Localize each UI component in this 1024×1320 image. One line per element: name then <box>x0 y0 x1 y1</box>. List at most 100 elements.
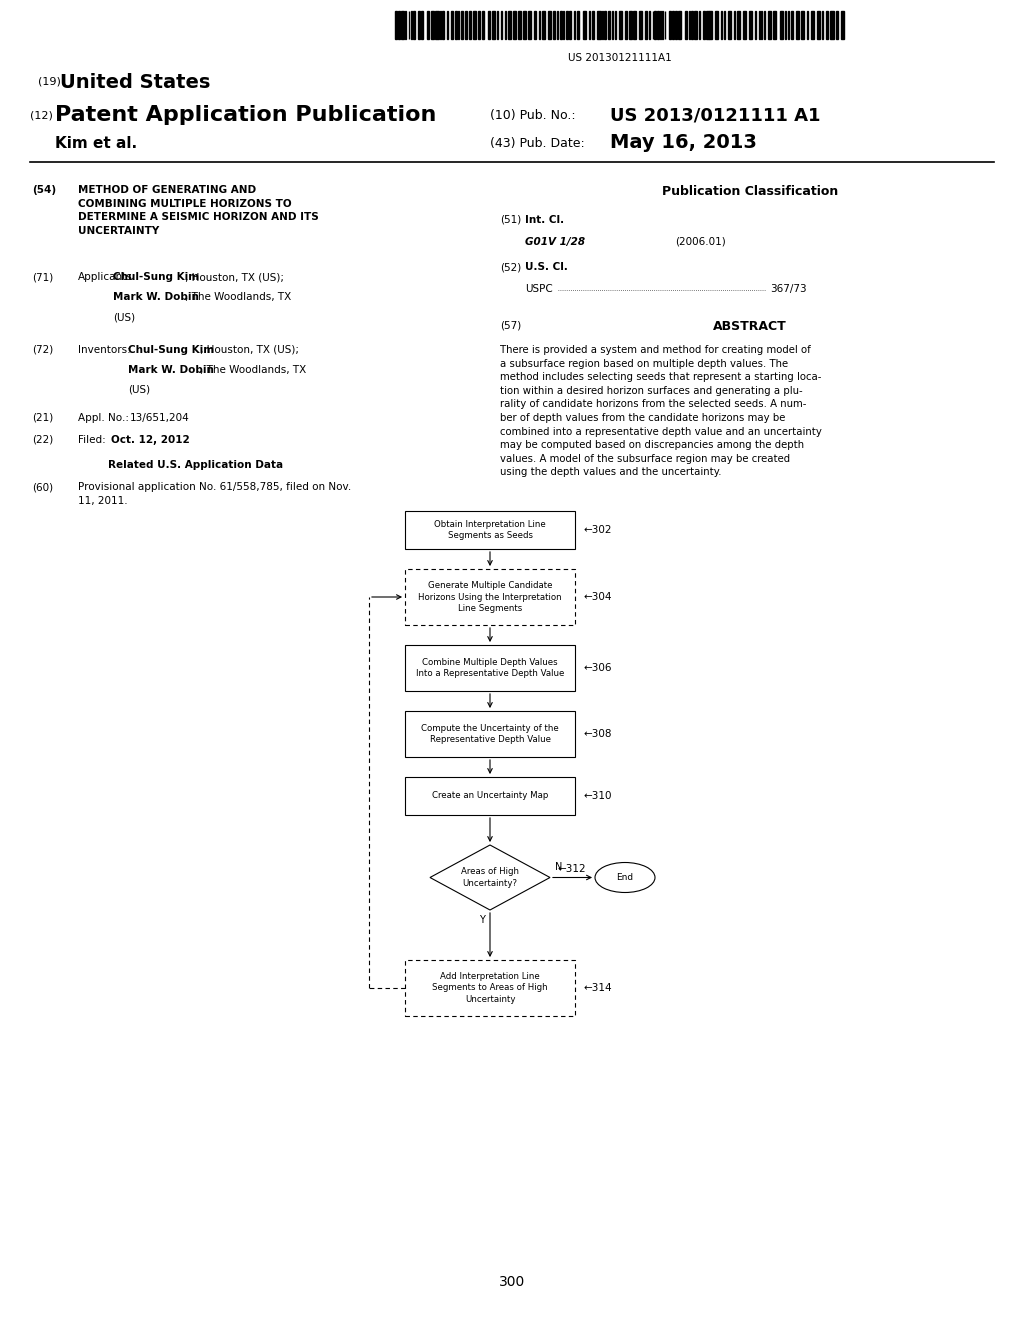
Bar <box>685 11 687 40</box>
Bar <box>825 11 827 40</box>
Text: (US): (US) <box>113 312 135 322</box>
Bar <box>694 11 697 40</box>
Text: (12): (12) <box>30 110 53 120</box>
Bar <box>715 11 718 40</box>
Bar <box>473 11 476 40</box>
Text: Chul-Sung Kim: Chul-Sung Kim <box>113 272 199 282</box>
Bar <box>442 11 444 40</box>
Bar <box>759 11 760 40</box>
Text: Compute the Uncertainty of the
Representative Depth Value: Compute the Uncertainty of the Represent… <box>421 723 559 744</box>
Bar <box>543 11 545 40</box>
Bar <box>435 11 438 40</box>
Text: ←308: ←308 <box>583 729 611 739</box>
Bar <box>427 11 429 40</box>
Bar <box>807 11 808 40</box>
Text: Filed:: Filed: <box>78 436 105 445</box>
Text: Mark W. Dobin: Mark W. Dobin <box>113 292 199 302</box>
Bar <box>414 11 416 40</box>
Text: US 2013/0121111 A1: US 2013/0121111 A1 <box>610 106 820 124</box>
Text: (54): (54) <box>32 185 56 195</box>
Bar <box>569 11 571 40</box>
Bar <box>482 11 484 40</box>
Bar <box>492 11 496 40</box>
Text: Areas of High
Uncertainty?: Areas of High Uncertainty? <box>461 867 519 888</box>
Text: Applicants:: Applicants: <box>78 272 136 282</box>
Bar <box>560 11 561 40</box>
Bar <box>728 11 730 40</box>
Bar <box>672 11 674 40</box>
Text: Related U.S. Application Data: Related U.S. Application Data <box>108 459 283 470</box>
Bar <box>451 11 454 40</box>
Text: Create an Uncertainty Map: Create an Uncertainty Map <box>432 792 548 800</box>
Bar <box>597 11 600 40</box>
Text: ←312: ←312 <box>558 865 587 874</box>
Bar <box>630 11 632 40</box>
Text: (72): (72) <box>32 345 53 355</box>
Bar <box>721 11 723 40</box>
Text: There is provided a system and method for creating model of
a subsurface region : There is provided a system and method fo… <box>500 345 822 478</box>
Bar <box>773 11 776 40</box>
Text: (10) Pub. No.:: (10) Pub. No.: <box>490 108 575 121</box>
Text: (52): (52) <box>500 261 521 272</box>
Text: , Houston, TX (US);: , Houston, TX (US); <box>185 272 284 282</box>
Bar <box>764 11 765 40</box>
Bar <box>841 11 844 40</box>
Bar <box>401 11 403 40</box>
Bar <box>604 11 606 40</box>
Bar <box>817 11 819 40</box>
Text: Int. Cl.: Int. Cl. <box>525 215 564 224</box>
Bar <box>639 11 642 40</box>
Text: (51): (51) <box>500 215 521 224</box>
Bar <box>821 11 823 40</box>
Text: Oct. 12, 2012: Oct. 12, 2012 <box>111 436 189 445</box>
Text: G01V 1/28: G01V 1/28 <box>525 238 585 247</box>
Text: (71): (71) <box>32 272 53 282</box>
Bar <box>548 11 551 40</box>
Text: ←310: ←310 <box>583 791 611 801</box>
Bar <box>676 11 677 40</box>
Text: Patent Application Publication: Patent Application Publication <box>55 106 436 125</box>
Ellipse shape <box>595 862 655 892</box>
Bar <box>455 11 458 40</box>
Bar <box>421 11 424 40</box>
Bar <box>578 11 580 40</box>
Bar <box>406 777 575 814</box>
Text: Kim et al.: Kim et al. <box>55 136 137 150</box>
Bar <box>419 11 420 40</box>
Bar <box>592 11 594 40</box>
Text: , The Woodlands, TX: , The Woodlands, TX <box>200 366 306 375</box>
Bar <box>487 11 490 40</box>
Bar <box>797 11 800 40</box>
Bar <box>398 11 400 40</box>
Bar <box>553 11 555 40</box>
Bar <box>662 11 663 40</box>
Bar <box>785 11 786 40</box>
Bar <box>830 11 834 40</box>
Bar <box>395 11 396 40</box>
Bar <box>645 11 647 40</box>
Bar <box>733 11 735 40</box>
Text: Obtain Interpretation Line
Segments as Seeds: Obtain Interpretation Line Segments as S… <box>434 520 546 540</box>
Bar <box>465 11 467 40</box>
Text: , Houston, TX (US);: , Houston, TX (US); <box>200 345 299 355</box>
Text: (60): (60) <box>32 482 53 492</box>
Bar <box>461 11 463 40</box>
Text: N: N <box>555 862 562 873</box>
Bar <box>447 11 449 40</box>
Bar <box>513 11 516 40</box>
Text: ABSTRACT: ABSTRACT <box>713 319 786 333</box>
Bar <box>811 11 814 40</box>
Text: (2006.01): (2006.01) <box>675 238 726 247</box>
Bar <box>710 11 712 40</box>
Bar <box>406 569 575 624</box>
Text: Chul-Sung Kim: Chul-Sung Kim <box>128 345 214 355</box>
Text: ←302: ←302 <box>583 525 611 535</box>
Bar <box>654 11 655 40</box>
Bar <box>406 960 575 1016</box>
Polygon shape <box>430 845 550 909</box>
Bar <box>518 11 521 40</box>
Bar <box>678 11 681 40</box>
Bar <box>657 11 658 40</box>
Bar <box>527 11 530 40</box>
Bar <box>406 645 575 690</box>
